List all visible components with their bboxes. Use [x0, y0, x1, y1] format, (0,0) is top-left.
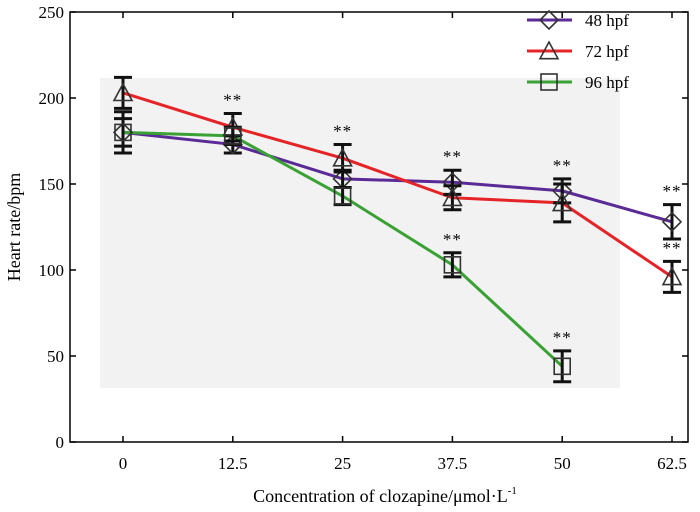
y-tick-label: 50	[47, 347, 64, 366]
x-axis-title: Concentration of clozapine/μmol·L-1	[253, 485, 517, 506]
x-tick-label: 62.5	[657, 454, 687, 473]
data-point-96-hpf	[553, 357, 572, 376]
y-tick-label: 200	[39, 89, 65, 108]
x-tick-label: 37.5	[438, 454, 468, 473]
data-point-72-hpf	[661, 266, 683, 286]
significance-mark: **	[553, 156, 572, 175]
legend-label: 48 hpf	[585, 11, 629, 30]
plot-background	[100, 78, 620, 388]
data-point-72-hpf	[551, 192, 573, 212]
x-tick-label: 12.5	[218, 454, 248, 473]
y-tick-label: 0	[56, 433, 65, 452]
y-tick-label: 150	[39, 175, 65, 194]
significance-mark: **	[663, 238, 682, 257]
significance-mark: **	[333, 121, 352, 140]
x-tick-label: 25	[334, 454, 351, 473]
y-tick-label: 250	[39, 3, 65, 22]
x-axis-title-exponent: -1	[508, 485, 517, 497]
legend-label: 72 hpf	[585, 42, 629, 61]
significance-mark: **	[553, 328, 572, 347]
x-tick-label: 0	[119, 454, 128, 473]
y-axis-title: Heart rate/bpm	[4, 173, 24, 281]
x-tick-label: 50	[554, 454, 571, 473]
significance-mark: **	[223, 90, 242, 109]
x-axis-title-text: Concentration of clozapine/μmol·L	[253, 486, 508, 506]
plot-frame	[69, 11, 689, 443]
data-point-72-hpf	[332, 147, 353, 167]
data-point-72-hpf	[112, 82, 134, 102]
data-point-72-hpf	[442, 187, 463, 207]
y-tick-label: 100	[39, 261, 65, 280]
significance-mark: **	[443, 147, 462, 166]
data-point-96-hpf	[443, 256, 462, 274]
legend-marker-72-hpf	[538, 40, 560, 60]
significance-mark: **	[443, 230, 462, 249]
data-point-96-hpf	[114, 123, 132, 142]
significance-mark: **	[663, 182, 682, 201]
data-point-96-hpf	[333, 187, 352, 205]
series-line-48-hpf	[122, 130, 673, 224]
legend-marker-96-hpf	[540, 73, 558, 91]
legend-label: 96 hpf	[585, 73, 629, 92]
legend-marker-48-hpf	[538, 9, 560, 31]
series-line-72-hpf	[122, 91, 673, 279]
data-point-48-hpf	[661, 211, 683, 232]
data-point-96-hpf	[224, 127, 242, 145]
